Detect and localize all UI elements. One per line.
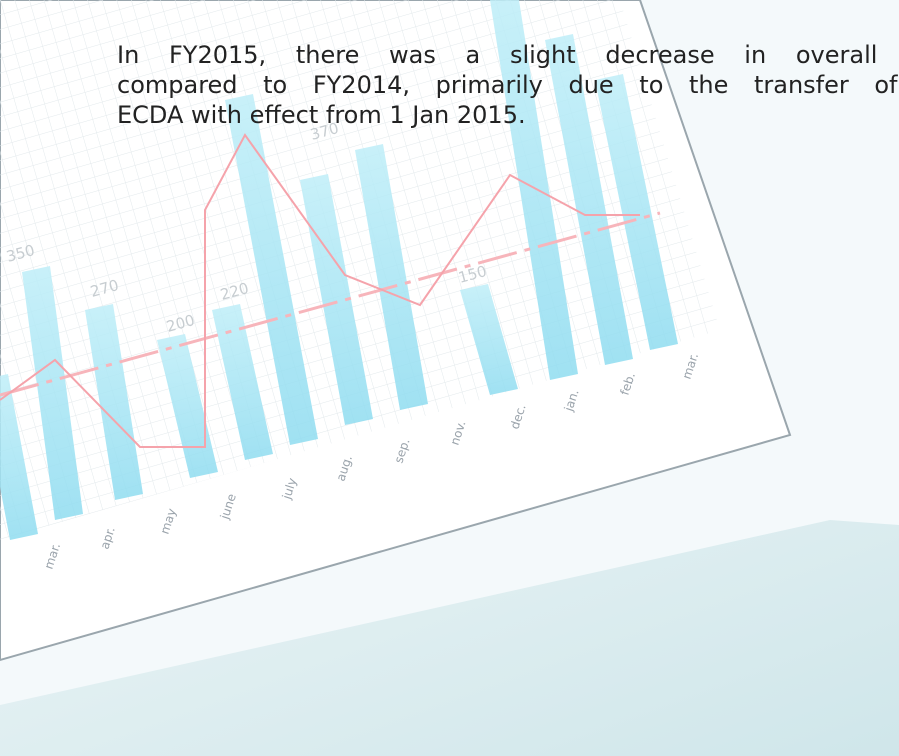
photo-bar [225,94,318,445]
photo-month-label: jan. [561,388,581,414]
text-line: compared to FY2014, primarily due to the… [117,71,899,99]
photo-bar [0,374,38,540]
photo-bar [595,74,678,350]
photo-bar [460,284,518,395]
trend-line [0,211,661,397]
photo-bar [355,144,428,410]
photo-bar [157,334,218,478]
paragraph: In FY2015, there was a slight decrease i… [117,40,899,130]
photo-month-label: july [279,476,299,502]
photo-line [0,133,640,448]
text-line: In FY2015, there was a slight decrease i… [117,41,899,69]
photo-bar [22,266,83,520]
photo-bar [212,304,273,460]
photo-month-label: apr. [98,525,118,551]
photo-bar [85,304,143,500]
photo-bars [0,0,678,540]
photo-bar [545,34,633,365]
text-line: ECDA with effect from 1 Jan 2015. [117,101,526,129]
photo-month-label: feb. [618,371,638,397]
photo-bar [490,0,578,380]
